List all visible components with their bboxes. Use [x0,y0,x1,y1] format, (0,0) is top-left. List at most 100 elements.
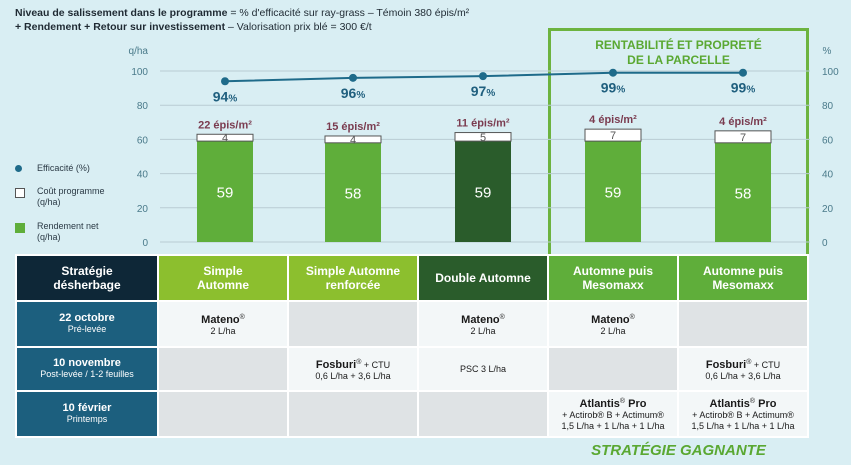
efficacite-unit: % [356,90,365,101]
legend-white-box-icon [15,188,25,198]
y-tick-label-left: 80 [137,101,149,112]
legend-efficacite-label: Efficacité (%) [37,163,90,173]
cell-product: Mateno [461,313,500,326]
efficacite-unit: % [616,85,625,96]
y-tick-label-left: 0 [142,238,148,249]
table-row: 10 février Printemps Atlantis® Pro + Actir… [15,390,809,438]
cell-sup: ® [499,313,505,321]
header-line2-rest: – Valorisation prix blé = 300 €/t [225,21,372,33]
density-label: 11 épis/m² [456,118,510,130]
strategy-1-line1: Simple [203,264,243,278]
cell-sup: ® [356,358,362,366]
y-tick-label-left: 20 [137,204,149,215]
cell-product: Fosburi [315,358,357,371]
density-label: 4 épis/m² [589,114,637,126]
table-corner: Stratégie désherbage [15,254,159,302]
strategy-4-line1: Automne puis [573,264,653,278]
cell-sup: ® [749,398,756,405]
efficacite-point [739,68,747,77]
y-tick-label-right: 60 [822,135,834,146]
strategy-4-line2: Mesomaxx [582,278,644,292]
table-cell: PSC 3 L/ha [417,346,549,392]
winning-strategy-title: RENTABILITÉ ET PROPRETÉ DE LA PARCELLE [548,38,809,68]
strategy-5-line2: Mesomaxx [712,278,774,292]
table-row: 22 octobre Pré-levée Mateno® 2 L/ha Mateno… [15,300,809,348]
winning-strategy-footer: STRATÉGIE GAGNANTE [591,442,766,459]
rendement-value-label: 59 [217,185,234,202]
efficacite-unit: % [746,85,755,96]
cout-bar [454,132,512,142]
cell-product: Atlantis [579,398,620,410]
table-cell: Fosburi® + CTU 0,6 L/ha + 3,6 L/ha [677,346,809,392]
legend-rendement-label: Rendement net (q/ha) [37,221,99,242]
efficacite-value-label: 96% [341,85,366,101]
legend-dot-icon [15,165,22,172]
y-axis-label-left: q/ha [129,46,149,57]
rendement-bar [197,141,253,242]
cout-value-label: 4 [222,133,228,145]
cell-sup: ® [746,358,752,366]
table-cell: Mateno® 2 L/ha [417,300,549,348]
strategy-2-line2: renforcée [325,278,381,292]
chart-header: Niveau de salissement dans le programme … [15,6,469,34]
table-cell: Fosburi® + CTU 0,6 L/ha + 3,6 L/ha [287,346,419,392]
header-line1-rest: = % d'efficacité sur ray-grass – Témoin … [227,7,470,19]
strategy-table: Stratégie désherbage Simple Automne Simpl… [15,254,809,438]
y-tick-label-right: 20 [822,204,834,215]
rendement-bar [715,142,771,242]
strategy-header-4: Automne puis Mesomaxx [547,254,679,302]
efficacite-point [609,68,617,77]
cell-extra: + CTU [751,359,781,370]
cell-dose: 2 L/ha [600,325,626,336]
table-header-row: Stratégie désherbage Simple Automne Simpl… [15,254,809,302]
cell-product: Atlantis [709,398,750,410]
winning-title-line2: DE LA PARCELLE [627,53,730,67]
efficacite-value-label: 99% [601,80,626,96]
table-cell [547,346,679,392]
efficacite-point [349,73,357,82]
cell-product: Mateno [591,313,630,326]
density-label: 4 épis/m² [719,116,767,128]
table-cell [157,390,289,438]
cout-bar [584,128,642,142]
table-cell [677,300,809,348]
table-row: 10 novembre Post-levée / 1-2 feuilles Fos… [15,346,809,392]
cout-bar [324,135,382,144]
strategy-2-line1: Simple Automne [305,264,401,278]
cell-sup: ® [619,398,626,405]
cell-dose: 0,6 L/ha + 3,6 L/ha [705,370,781,381]
strategy-3-line1: Double Automne [435,271,531,285]
cell-product: Fosburi [705,358,747,371]
table-cell [287,390,419,438]
rendement-value-label: 58 [345,185,362,202]
row3-stage: Printemps [66,414,108,424]
cout-bar [714,130,772,144]
efficacite-value-label: 94% [213,88,238,104]
y-tick-label-right: 80 [822,101,834,112]
efficacite-value-label: 99% [731,80,756,96]
strategy-header-2: Simple Automne renforcée [287,254,419,302]
cell-dose: 2 L/ha [470,325,496,336]
corner-line2: désherbage [53,278,121,292]
rendement-value-label: 58 [735,185,752,202]
table-cell [417,390,549,438]
cell-dose2: 1,5 L/ha + 1 L/ha + 1 L/ha [691,421,795,431]
legend-green-box-icon [15,223,25,233]
row1-stage: Pré-levée [67,324,107,334]
rendement-bar [455,141,511,242]
cell-dose: + Actirob® B + Actimum® [562,410,664,420]
table-cell [157,346,289,392]
cell-dose: 2 L/ha [210,325,236,336]
cell-dose: 0,6 L/ha + 3,6 L/ha [315,370,391,381]
table-cell: Atlantis® Pro + Actirob® B + Actimum® 1,5 … [547,390,679,438]
row-label-fevrier: 10 février Printemps [15,390,159,438]
rendement-value-label: 59 [605,185,622,202]
density-label: 22 épis/m² [198,119,252,131]
cell-extra: Pro [625,398,647,410]
row1-date: 22 octobre [59,312,115,324]
y-tick-label-left: 100 [131,67,148,78]
cell-dose: PSC 3 L/ha [459,363,507,374]
efficacite-unit: % [228,93,237,104]
legend-cout-label: Coût programme (q/ha) [37,186,105,207]
y-axis-label-right: % [823,46,832,57]
